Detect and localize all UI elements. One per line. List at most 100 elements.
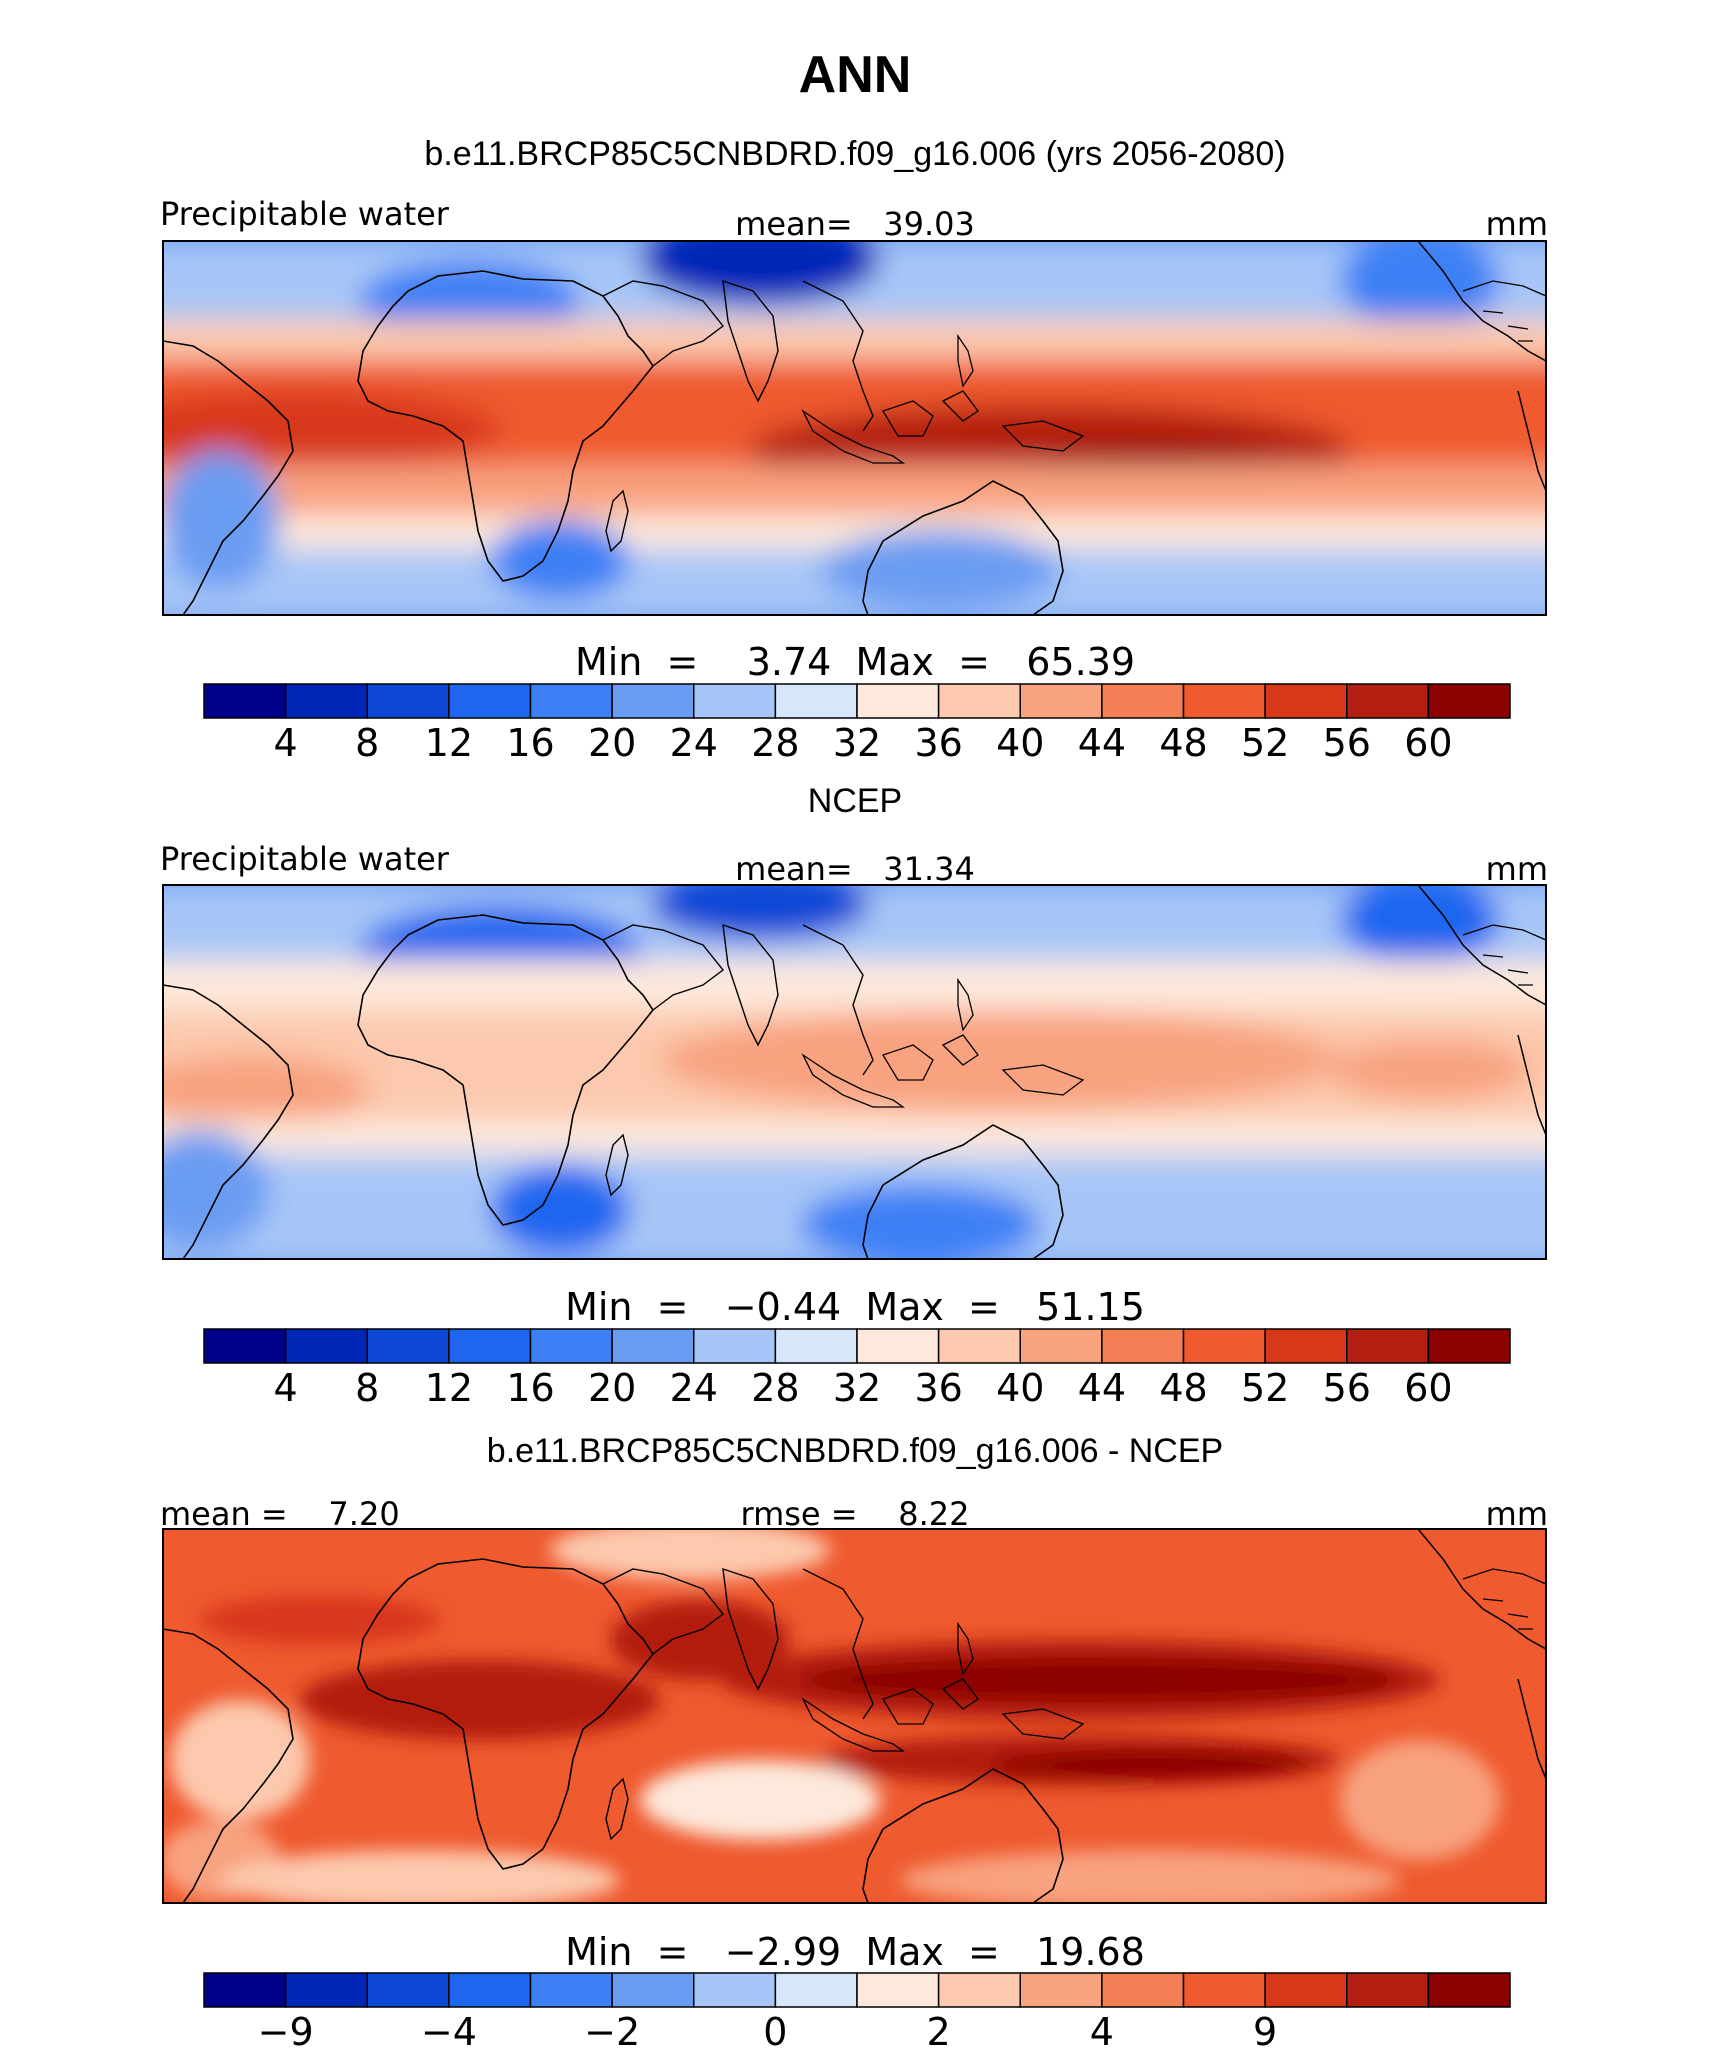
colorbar-swatch <box>1346 683 1430 719</box>
colorbar-swatch <box>1019 1972 1103 2008</box>
map-frame <box>162 240 1547 616</box>
colorbar-swatch <box>1264 683 1348 719</box>
colorbar-swatch <box>611 1328 695 1364</box>
colorbar-tick-label: −2 <box>584 2010 640 2054</box>
colorbar-swatch <box>529 683 613 719</box>
colorbar-swatch <box>1346 1328 1430 1364</box>
colorbar: 4 8 12 16 20 24 28 32 36 40 44 48 52 56 60 <box>203 1328 1511 1410</box>
colorbar-tick-label: 20 <box>588 721 636 765</box>
panel-heading: b.e11.BRCP85C5CNBDRD.f09_g16.006 (yrs 20… <box>424 135 1285 173</box>
map-field <box>163 885 1546 1259</box>
colorbar-swatch <box>1182 683 1266 719</box>
colorbar-swatch <box>529 1328 613 1364</box>
colorbar-swatch <box>1346 1972 1430 2008</box>
colorbar-swatch <box>1182 1328 1266 1364</box>
colorbar-swatch <box>1427 1972 1511 2008</box>
colorbar-swatch <box>366 683 450 719</box>
units-label: mm <box>1486 850 1548 888</box>
colorbar-swatch <box>284 683 368 719</box>
colorbar-tick-label: 44 <box>1078 721 1126 765</box>
colorbar-tick-label: 16 <box>506 1366 554 1410</box>
colorbar: −9 −4 −2 0 2 4 9 <box>203 1972 1511 2054</box>
colorbar-tick-label: 12 <box>425 1366 473 1410</box>
colorbar-tick-label: 56 <box>1323 721 1371 765</box>
colorbar-swatch <box>203 1328 287 1364</box>
map-frame <box>162 1528 1547 1904</box>
colorbar-swatch <box>1427 1328 1511 1364</box>
colorbar-tick-label: −4 <box>421 2010 477 2054</box>
colorbar-swatch <box>448 1328 532 1364</box>
colorbar-swatch <box>856 1328 940 1364</box>
colorbar-swatch <box>1264 1328 1348 1364</box>
colorbar-tick-label: 32 <box>833 1366 881 1410</box>
colorbar-swatch <box>366 1972 450 2008</box>
colorbar-swatch <box>284 1328 368 1364</box>
colorbar-tick-label: 2 <box>927 2010 951 2054</box>
colorbar-tick-label: 4 <box>1090 2010 1114 2054</box>
colorbar-tick-label: 8 <box>355 721 379 765</box>
colorbar-tick-label: 9 <box>1253 2010 1277 2054</box>
colorbar-tick-label: 28 <box>751 721 799 765</box>
colorbar-tick-label: 36 <box>914 721 962 765</box>
units-label: mm <box>1486 1495 1548 1533</box>
center-label: mean= 39.03 <box>735 205 975 243</box>
colorbar-tick-label: 24 <box>670 1366 718 1410</box>
panel-heading: b.e11.BRCP85C5CNBDRD.f09_g16.006 - NCEP <box>487 1432 1223 1470</box>
colorbar-tick-label: −9 <box>258 2010 314 2054</box>
colorbar-swatch <box>611 683 695 719</box>
center-label: rmse = 8.22 <box>740 1495 969 1533</box>
min-max-label: Min = −0.44 Max = 51.15 <box>565 1285 1145 1329</box>
colorbar-tick-label: 20 <box>588 1366 636 1410</box>
min-max-label: Min = 3.74 Max = 65.39 <box>575 640 1135 684</box>
colorbar-tick-label: 52 <box>1241 721 1289 765</box>
colorbar-tick-label: 12 <box>425 721 473 765</box>
colorbar-tick-label: 4 <box>274 1366 298 1410</box>
left-label: Precipitable water <box>160 840 450 878</box>
colorbar-tick-label: 24 <box>670 721 718 765</box>
colorbar-tick-label: 48 <box>1159 1366 1207 1410</box>
colorbar-swatch <box>693 1972 777 2008</box>
colorbar-tick-label: 48 <box>1159 721 1207 765</box>
colorbar-swatch <box>1101 1972 1185 2008</box>
left-label: mean = 7.20 <box>160 1495 400 1533</box>
colorbar-swatch <box>284 1972 368 2008</box>
colorbar: 4 8 12 16 20 24 28 32 36 40 44 48 52 56 60 <box>203 683 1511 765</box>
colorbar-swatch <box>774 1328 858 1364</box>
colorbar-tick-label: 60 <box>1404 721 1452 765</box>
colorbar-swatch <box>203 1972 287 2008</box>
colorbar-swatch <box>203 683 287 719</box>
colorbar-swatch <box>1101 683 1185 719</box>
colorbar-swatch <box>937 1328 1021 1364</box>
colorbar-tick-label: 60 <box>1404 1366 1452 1410</box>
colorbar-swatch <box>937 1972 1021 2008</box>
center-label: mean= 31.34 <box>735 850 975 888</box>
colorbar-tick-label: 28 <box>751 1366 799 1410</box>
colorbar-tick-label: 36 <box>914 1366 962 1410</box>
colorbar-swatch <box>856 683 940 719</box>
colorbar-swatch <box>1019 683 1103 719</box>
panel-ncep: NCEP Precipitable water mean= 31.34 mm <box>160 782 1548 1410</box>
left-label: Precipitable water <box>160 195 450 233</box>
colorbar-tick-label: 44 <box>1078 1366 1126 1410</box>
colorbar-tick-label: 40 <box>996 1366 1044 1410</box>
min-max-label: Min = −2.99 Max = 19.68 <box>565 1930 1145 1974</box>
colorbar-swatch <box>1182 1972 1266 2008</box>
colorbar-swatch <box>856 1972 940 2008</box>
colorbar-swatch <box>693 1328 777 1364</box>
colorbar-swatch <box>611 1972 695 2008</box>
panel-heading: NCEP <box>808 782 902 820</box>
map-field <box>163 241 1546 615</box>
colorbar-swatch <box>529 1972 613 2008</box>
colorbar-swatch <box>774 683 858 719</box>
colorbar-swatch <box>366 1328 450 1364</box>
colorbar-swatch <box>448 1972 532 2008</box>
colorbar-tick-label: 16 <box>506 721 554 765</box>
colorbar-tick-label: 4 <box>274 721 298 765</box>
colorbar-tick-label: 0 <box>763 2010 787 2054</box>
colorbar-tick-label: 40 <box>996 721 1044 765</box>
colorbar-tick-label: 8 <box>355 1366 379 1410</box>
colorbar-swatch <box>448 683 532 719</box>
colorbar-swatch <box>1101 1328 1185 1364</box>
map-frame <box>162 884 1547 1260</box>
